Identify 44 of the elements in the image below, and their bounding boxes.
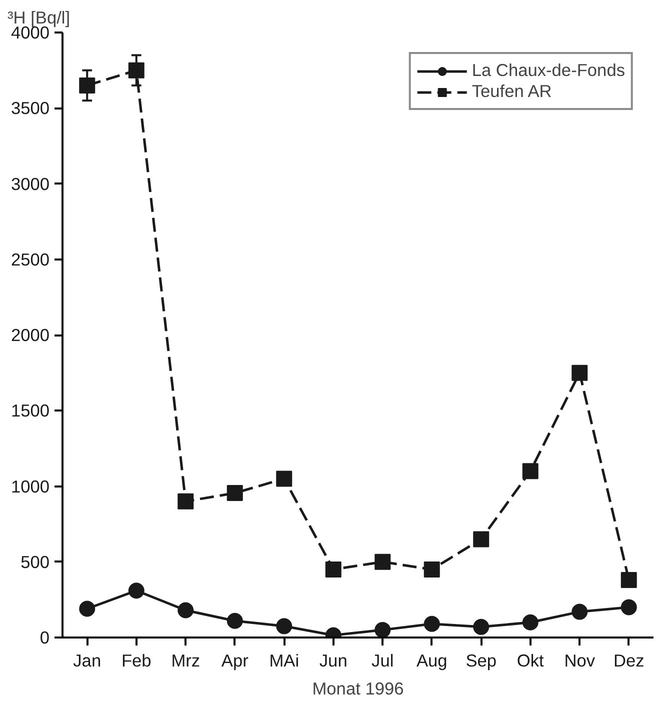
x-tick-label: Sep bbox=[466, 650, 497, 670]
x-tick-label: Dez bbox=[613, 650, 644, 670]
y-tick-label: 0 bbox=[40, 628, 50, 648]
y-tick-label: 2500 bbox=[10, 249, 50, 270]
x-tick-label: Aug bbox=[416, 650, 448, 670]
y-tick-label: 500 bbox=[20, 552, 50, 572]
point bbox=[226, 485, 243, 502]
point bbox=[620, 599, 637, 616]
point bbox=[79, 600, 96, 617]
point bbox=[424, 561, 440, 578]
x-tick-label: MAi bbox=[269, 650, 300, 670]
point bbox=[572, 364, 588, 381]
y-tick-label: 3500 bbox=[10, 98, 50, 118]
point bbox=[128, 582, 144, 599]
y-tick-label: 1500 bbox=[10, 400, 50, 421]
x-tick-label: Mrz bbox=[171, 650, 200, 670]
x-tick-label: Okt bbox=[516, 650, 544, 670]
point bbox=[620, 572, 637, 588]
x-axis-title: Monat 1996 bbox=[312, 678, 404, 698]
x-tick-label: Jan bbox=[73, 650, 102, 670]
y-tick-label: 3000 bbox=[10, 174, 50, 194]
point bbox=[473, 618, 490, 635]
point bbox=[473, 531, 490, 548]
legend-label: Teufen AR bbox=[472, 81, 552, 102]
x-tick-label: Apr bbox=[221, 650, 249, 670]
x-tick-label: Jul bbox=[372, 650, 394, 670]
point bbox=[325, 561, 342, 578]
point bbox=[572, 604, 588, 620]
point bbox=[276, 470, 292, 487]
point bbox=[522, 463, 538, 480]
x-tick-label: Jun bbox=[319, 650, 348, 670]
point bbox=[226, 612, 243, 629]
point bbox=[374, 622, 391, 638]
point bbox=[276, 618, 292, 634]
legend-label: La Chaux-de-Fonds bbox=[472, 60, 625, 81]
x-tick-label: Nov bbox=[564, 650, 596, 670]
point bbox=[424, 616, 440, 632]
y-tick-label: 1000 bbox=[10, 476, 50, 496]
y-tick-label: 2000 bbox=[10, 325, 50, 345]
point bbox=[178, 493, 194, 510]
point bbox=[178, 602, 194, 618]
x-tick-label: Feb bbox=[121, 650, 152, 670]
point bbox=[374, 554, 391, 570]
point bbox=[522, 614, 538, 630]
